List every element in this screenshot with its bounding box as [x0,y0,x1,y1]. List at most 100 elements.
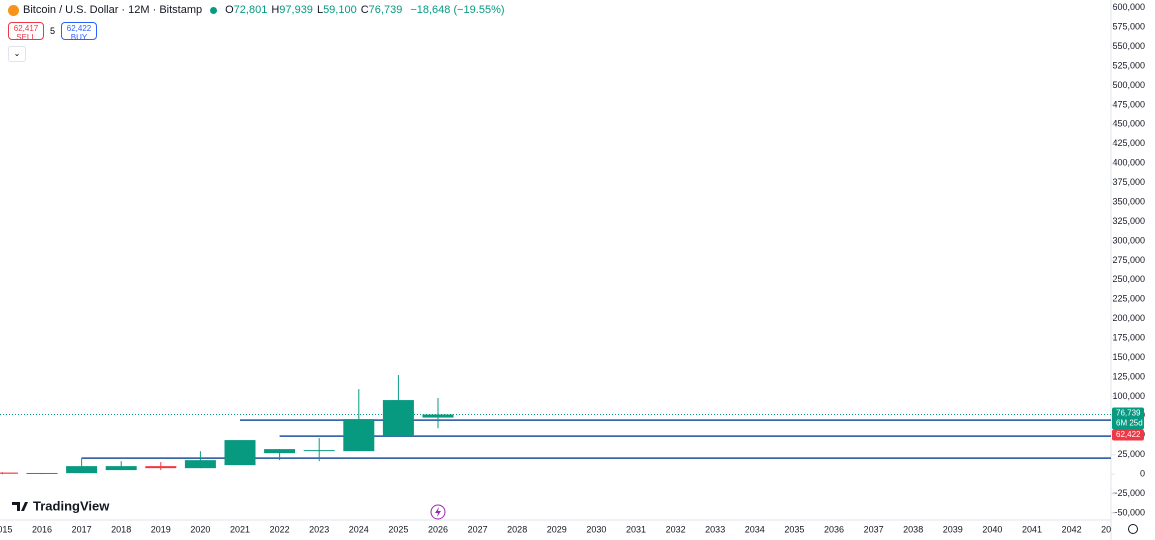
candle-body [0,472,18,474]
ohlc-key: O [225,4,234,16]
y-tick-label: 525,000 [1112,60,1145,70]
bid-price-label: 62,422 [1116,430,1141,439]
candle-body [264,449,296,454]
y-tick-label: 150,000 [1112,352,1145,362]
y-tick-label: −25,000 [1112,488,1145,498]
settings-icon[interactable] [1128,524,1138,534]
collapse-button[interactable]: ⌄ [8,46,26,62]
x-tick-label: 2015 [0,524,12,534]
x-tick-label: 2034 [745,524,765,534]
y-tick-label: 475,000 [1112,99,1145,109]
last-price-badge [1112,407,1144,430]
y-tick-label: 0 [1140,469,1145,479]
candle-body [422,414,454,418]
x-tick-label: 2020 [190,524,210,534]
x-tick-label: 2040 [982,524,1002,534]
ohlc-key: H [271,4,280,16]
y-tick-label: 575,000 [1112,22,1145,32]
event-icon-bolt [435,507,441,517]
symbol-icon [8,4,19,16]
candle-body [382,400,414,437]
spread: 5 [50,26,56,36]
sell-price: 62,417 [13,24,39,33]
x-tick-label: 2038 [903,524,923,534]
y-tick-label: 500,000 [1112,80,1145,90]
y-tick-label: 375,000 [1112,177,1145,187]
candle-body [145,466,177,469]
x-tick-label: 2022 [270,524,290,534]
y-tick-label: 425,000 [1112,138,1145,148]
y-tick-label: 350,000 [1112,196,1145,206]
y-tick-label: 125,000 [1112,371,1145,381]
y-tick-label: 450,000 [1112,119,1145,129]
ohlc-value: 59,100 [323,4,357,16]
y-tick-label: 400,000 [1112,158,1145,168]
y-tick-label: 250,000 [1112,274,1145,284]
y-tick-label: 225,000 [1112,294,1145,304]
x-tick-label: 2033 [705,524,725,534]
y-tick-label: −50,000 [1112,507,1145,517]
y-tick-label: 325,000 [1112,216,1145,226]
x-tick-label: 2019 [151,524,171,534]
plot-area: 2015 2016 2017 2018 2019 2020 2021 2022 2023 2024… [0,375,1121,534]
x-tick-label: 2023 [309,524,329,534]
x-tick-label: 2024 [349,524,369,534]
x-tick-label: 2027 [468,524,488,534]
x-tick-label: 2029 [547,524,567,534]
ohlc-values: O72,801 H97,939 L59,100 C76,739 [225,4,406,16]
y-tick-label: 25,000 [1117,449,1145,459]
symbol-title: Bitcoin / U.S. Dollar · 12M · Bitstamp [23,4,203,16]
ohlc-key: L [316,4,324,16]
y-tick-label: 200,000 [1112,313,1145,323]
sell-button[interactable]: 62,417 SELL [8,22,44,42]
x-tick-label: 2042 [1062,524,1082,534]
last-price-label: 76,739 [1116,409,1141,418]
bar-countdown: 6M 25d [1116,419,1143,428]
x-tick-label: 2016 [32,524,52,534]
candle-body [343,419,375,452]
x-tick-label: 2037 [864,524,884,534]
change: −18,648 (−19.55%) [410,4,505,16]
candle-body [105,466,137,471]
ohlc-key: C [360,4,369,16]
y-tick-label: 300,000 [1112,235,1145,245]
buy-button[interactable]: 62,422 BUY [61,22,97,42]
x-tick-label: 2021 [230,524,250,534]
x-tick-label: 2032 [666,524,686,534]
sell-label: SELL [16,33,36,42]
x-tick-label: 2043 [1101,524,1121,534]
candle-body [66,466,98,474]
logo-mark [12,502,28,511]
x-tick-label: 2031 [626,524,646,534]
y-tick-label: 175,000 [1112,332,1145,342]
candle-body [26,472,58,474]
logo-text: TradingView [33,498,110,513]
market-status [210,6,218,14]
bid-price-badge [1112,429,1144,441]
x-tick-label: 2025 [388,524,408,534]
x-tick-label: 2039 [943,524,963,534]
x-tick-label: 2036 [824,524,844,534]
x-tick-label: 2017 [72,524,92,534]
ohlc-value: 72,801 [233,4,268,16]
candle-body [303,450,335,452]
candle-body [224,440,256,466]
buy-label: BUY [70,33,88,42]
ohlc-value: 97,939 [279,4,313,16]
x-tick-label: 2026 [428,524,448,534]
x-tick-label: 2035 [784,524,804,534]
candle-body [184,460,216,469]
buy-price: 62,422 [66,24,92,33]
ohlc-value: 76,739 [368,4,403,16]
x-tick-label: 2030 [586,524,606,534]
y-tick-label: 600,000 [1112,2,1145,12]
y-tick-label: 100,000 [1112,391,1145,401]
legend-header: Bitcoin / U.S. Dollar · 12M · Bitstamp O… [8,4,505,16]
x-tick-label: 2018 [111,524,131,534]
x-tick-label: 2041 [1022,524,1042,534]
y-tick-label: 275,000 [1112,255,1145,265]
x-tick-label: 2028 [507,524,527,534]
y-tick-label: 550,000 [1112,41,1145,51]
